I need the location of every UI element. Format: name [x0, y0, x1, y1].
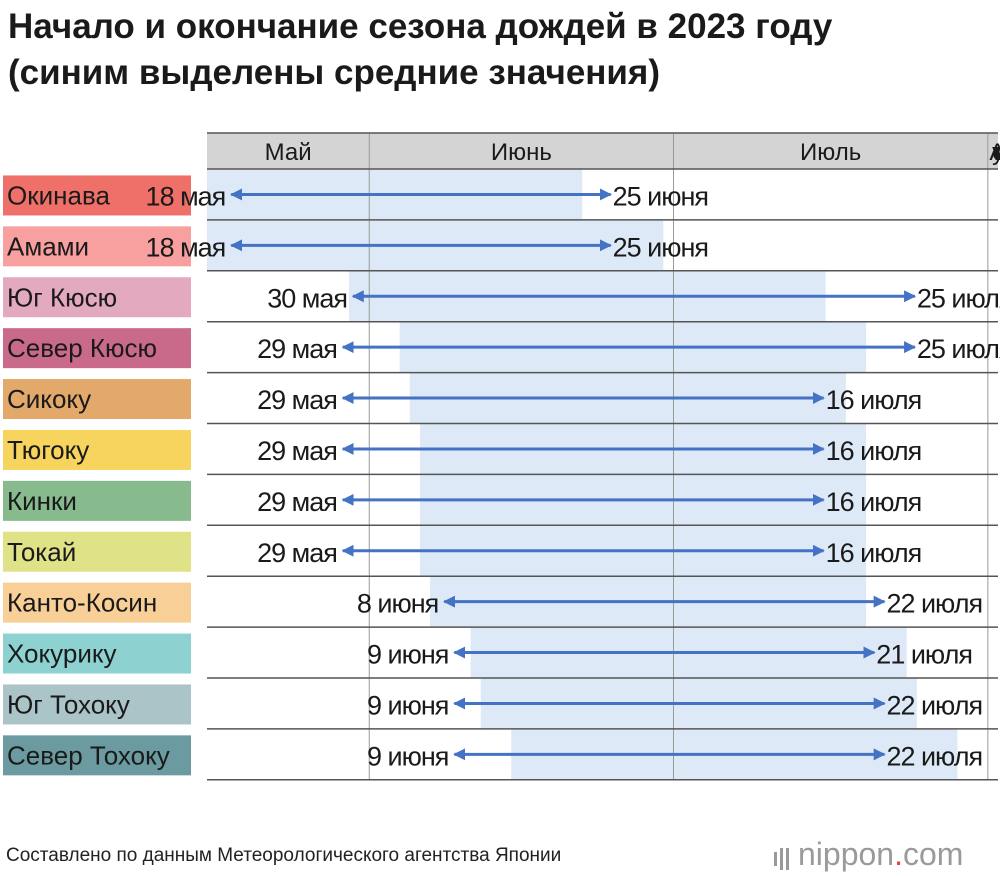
region-label-5: Сикоку [7, 384, 91, 414]
season-end-label-8: 16 июля [826, 538, 922, 568]
season-end-label-12: 22 июля [886, 741, 982, 771]
region-label-box-7 [3, 480, 191, 521]
region-label-11: Юг Тохоку [7, 689, 130, 719]
region-label-box-10 [3, 633, 191, 674]
region-label-9: Канто-Косин [7, 588, 157, 618]
season-start-label-8: 29 мая [257, 538, 337, 568]
region-label-12: Север Тохоку [7, 740, 170, 770]
rainy-season-chart: Май Июнь Июль Август Окинава 18 мая 25 июня Ама… [3, 132, 1000, 781]
season-end-label-7: 16 июля [826, 487, 922, 517]
season-end-label-2: 25 июня [613, 232, 708, 262]
region-label-box-8 [3, 531, 191, 572]
season-start-label-4: 29 мая [257, 334, 337, 364]
region-label-10: Хокурику [7, 639, 117, 669]
season-start-label-5: 29 мая [257, 385, 337, 415]
region-label-box-9 [3, 582, 191, 623]
region-label-1: Окинава [7, 180, 110, 210]
season-start-label-11: 9 июня [367, 690, 448, 720]
season-start-label-7: 29 мая [257, 487, 337, 517]
region-label-3: Юг Кюсю [7, 282, 117, 312]
region-label-4: Север Кюсю [7, 333, 157, 363]
region-label-box-11 [3, 684, 191, 725]
season-end-label-9: 22 июля [886, 589, 982, 619]
logo-word: nippon [798, 836, 895, 872]
season-end-label-4: 25 июля [917, 334, 1000, 364]
season-end-label-6: 16 июля [826, 436, 922, 466]
season-start-label-2: 18 мая [146, 232, 226, 262]
season-end-label-3: 25 июля [917, 283, 1000, 313]
region-label-box-5 [3, 379, 191, 420]
nippon-logo[interactable]: nippon.com [774, 836, 963, 875]
season-end-label-5: 16 июля [826, 385, 922, 415]
logo-suffix: com [902, 836, 964, 872]
month-header-bg [207, 133, 998, 169]
chart-title-line-2: (синим выделены средние значения) [8, 53, 661, 92]
season-end-label-10: 21 июля [876, 640, 972, 670]
month-label-2: Июнь [491, 139, 552, 166]
region-label-box-3 [3, 277, 191, 318]
month-label-1: Май [265, 139, 312, 166]
month-label-3: Июль [800, 139, 861, 166]
region-label-box-6 [3, 429, 191, 470]
season-start-label-6: 29 мая [257, 436, 337, 466]
season-start-label-10: 9 июня [367, 640, 448, 670]
logo-mark-icon [774, 838, 792, 875]
season-start-label-3: 30 мая [267, 283, 347, 313]
region-label-6: Тюгоку [7, 435, 89, 465]
season-end-label-11: 22 июля [886, 690, 982, 720]
season-start-label-12: 9 июня [367, 741, 448, 771]
season-start-label-9: 8 июня [357, 589, 438, 619]
month-label-4: Август [989, 139, 1000, 166]
season-end-label-1: 25 июня [613, 181, 708, 211]
region-label-box-1 [3, 175, 191, 216]
season-start-label-1: 18 мая [146, 181, 226, 211]
chart-title: Начало и окончание сезона дождей в 2023 … [8, 4, 993, 96]
logo-dot: . [894, 836, 903, 872]
region-label-2: Амами [7, 231, 89, 261]
region-label-8: Токай [7, 537, 76, 567]
region-label-7: Кинки [7, 486, 77, 516]
region-label-box-12 [3, 735, 191, 776]
source-note: Составлено по данным Метеорологического … [6, 845, 562, 866]
region-label-box-4 [3, 328, 191, 369]
region-label-box-2 [3, 226, 191, 267]
chart-title-line-1: Начало и окончание сезона дождей в 2023 … [8, 7, 833, 46]
